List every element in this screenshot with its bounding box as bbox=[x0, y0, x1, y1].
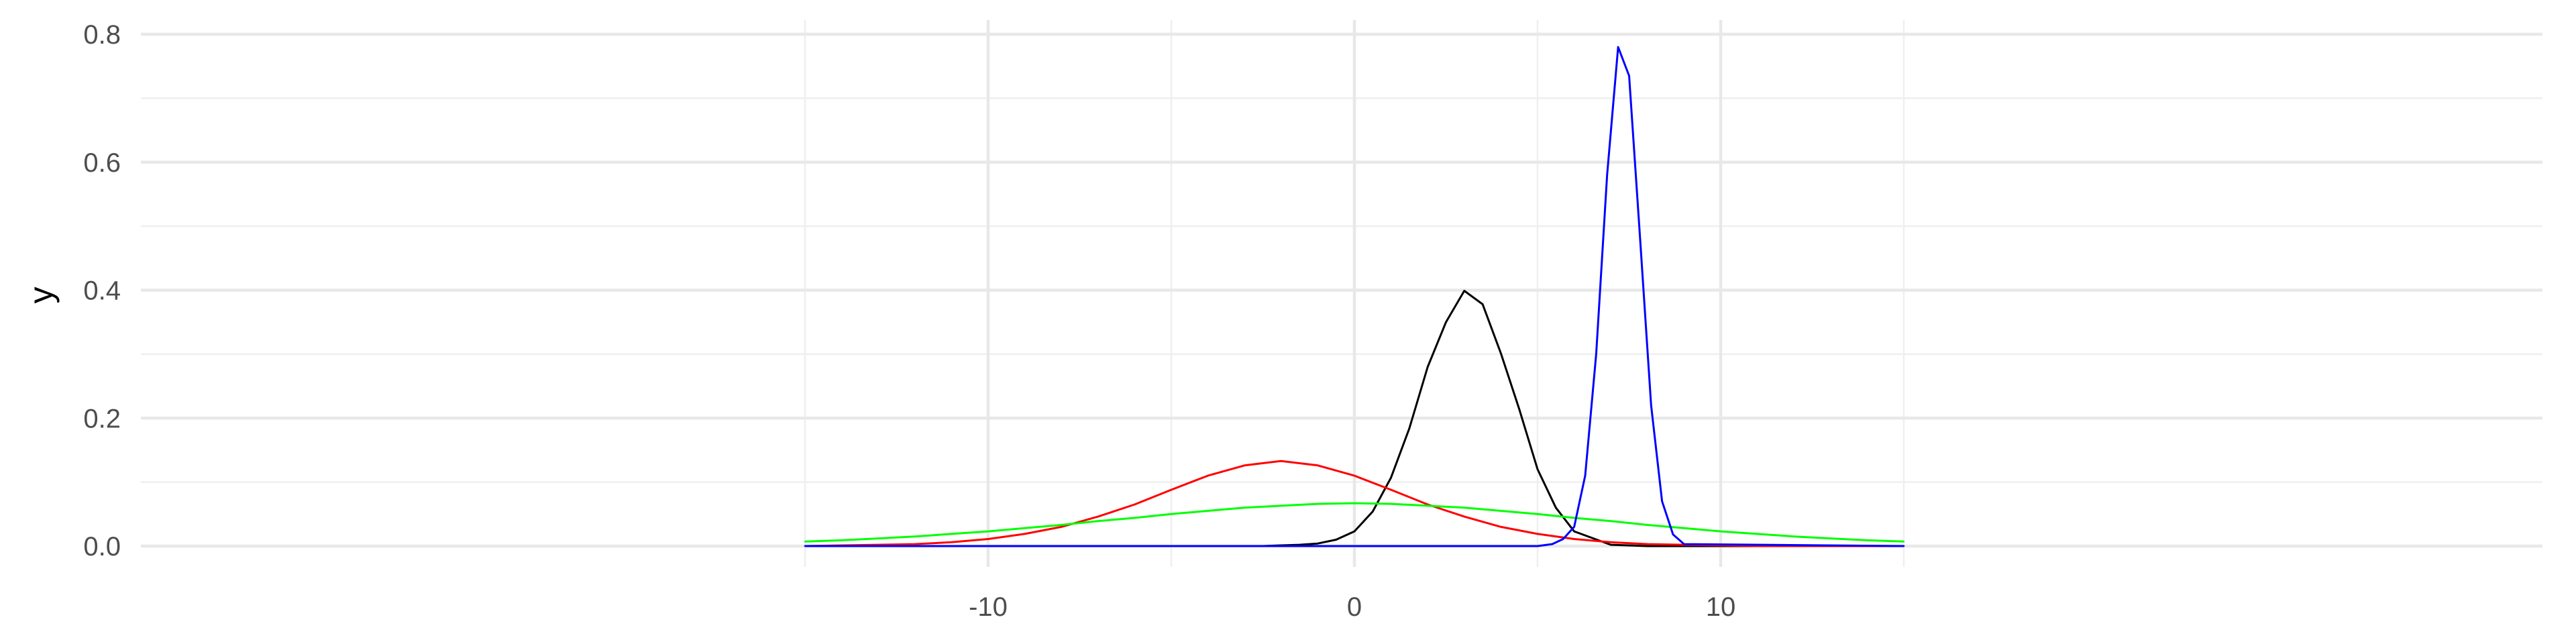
data-point bbox=[1650, 404, 1652, 407]
data-point bbox=[1463, 290, 1465, 292]
data-point bbox=[1170, 488, 1173, 491]
data-point bbox=[1097, 515, 1099, 518]
data-point bbox=[1170, 513, 1173, 515]
data-point bbox=[1793, 535, 1795, 537]
data-point bbox=[1866, 539, 1868, 541]
data-point bbox=[1719, 530, 1722, 533]
data-point bbox=[1061, 526, 1063, 528]
data-point bbox=[1610, 541, 1612, 543]
data-point bbox=[1353, 474, 1356, 477]
data-point bbox=[1463, 506, 1465, 508]
data-point bbox=[804, 545, 806, 547]
data-point bbox=[1390, 502, 1392, 505]
data-point bbox=[1024, 527, 1026, 529]
data-point bbox=[1408, 427, 1411, 429]
data-point bbox=[1628, 74, 1630, 77]
data-point bbox=[1610, 520, 1612, 523]
data-point bbox=[1902, 545, 1905, 547]
data-point bbox=[1536, 468, 1539, 470]
data-point bbox=[1500, 510, 1502, 512]
data-point bbox=[1683, 527, 1685, 529]
data-point bbox=[1390, 488, 1392, 491]
data-point bbox=[1536, 533, 1539, 535]
data-point bbox=[914, 535, 916, 537]
data-point bbox=[1280, 460, 1283, 462]
data-point bbox=[1606, 174, 1608, 176]
data-point bbox=[1672, 533, 1674, 536]
data-point bbox=[1639, 238, 1642, 240]
data-point bbox=[1244, 464, 1246, 467]
data-point bbox=[1207, 474, 1209, 477]
data-point bbox=[1555, 506, 1557, 508]
data-point bbox=[1573, 530, 1575, 533]
data-point bbox=[1372, 511, 1374, 513]
y-tick-label: 0.6 bbox=[83, 148, 121, 178]
x-tick-label: -10 bbox=[969, 592, 1008, 622]
data-point bbox=[1061, 524, 1063, 526]
data-point bbox=[1573, 526, 1575, 528]
data-point bbox=[951, 533, 953, 535]
data-point bbox=[1353, 502, 1356, 504]
data-point bbox=[1427, 366, 1429, 368]
data-point bbox=[1335, 539, 1337, 541]
data-point bbox=[1134, 517, 1136, 519]
data-point bbox=[1573, 517, 1575, 519]
data-point bbox=[1024, 533, 1026, 535]
data-point bbox=[1500, 352, 1502, 355]
data-point bbox=[1646, 524, 1648, 526]
data-point bbox=[1427, 504, 1429, 507]
data-point bbox=[1536, 513, 1539, 515]
y-tick-label: 0.8 bbox=[83, 20, 121, 50]
data-point bbox=[1562, 538, 1564, 540]
data-point bbox=[1646, 543, 1648, 545]
y-axis-title: y bbox=[22, 287, 60, 304]
data-point bbox=[1573, 538, 1575, 540]
data-point bbox=[1097, 520, 1099, 523]
data-point bbox=[1756, 533, 1758, 535]
x-tick-label: 10 bbox=[1706, 592, 1736, 622]
x-tick-label: 0 bbox=[1347, 592, 1362, 622]
data-point bbox=[1902, 541, 1905, 543]
data-point bbox=[1445, 321, 1447, 323]
data-point bbox=[877, 537, 879, 539]
data-point bbox=[951, 541, 953, 543]
data-point bbox=[914, 543, 916, 545]
data-point bbox=[1617, 46, 1619, 48]
data-point bbox=[1481, 303, 1484, 305]
data-point bbox=[1134, 503, 1136, 506]
data-point bbox=[1683, 543, 1685, 545]
data-point bbox=[1353, 530, 1356, 533]
data-point bbox=[1518, 408, 1520, 411]
data-point bbox=[1317, 502, 1319, 505]
data-point bbox=[1536, 545, 1539, 547]
data-point bbox=[1280, 504, 1283, 507]
data-point bbox=[1463, 515, 1465, 518]
data-point bbox=[841, 539, 843, 541]
data-point bbox=[1646, 545, 1648, 547]
y-tick-label: 0.2 bbox=[83, 404, 121, 433]
y-tick-label: 0.4 bbox=[83, 276, 121, 306]
data-point bbox=[1317, 542, 1319, 545]
data-point bbox=[1207, 510, 1209, 512]
data-point bbox=[1610, 543, 1612, 546]
data-point bbox=[1500, 526, 1502, 528]
y-tick-label: 0.0 bbox=[83, 532, 121, 561]
data-point bbox=[1551, 543, 1554, 545]
data-point bbox=[1595, 353, 1597, 356]
data-point bbox=[1244, 506, 1246, 508]
data-point bbox=[804, 541, 806, 543]
data-point bbox=[1390, 476, 1392, 479]
series-line-4 bbox=[805, 46, 1904, 547]
data-point bbox=[1829, 537, 1831, 539]
data-point bbox=[1661, 500, 1663, 502]
data-point bbox=[1317, 464, 1319, 467]
data-point bbox=[1584, 474, 1587, 477]
data-point bbox=[987, 530, 989, 533]
data-point bbox=[987, 538, 989, 540]
